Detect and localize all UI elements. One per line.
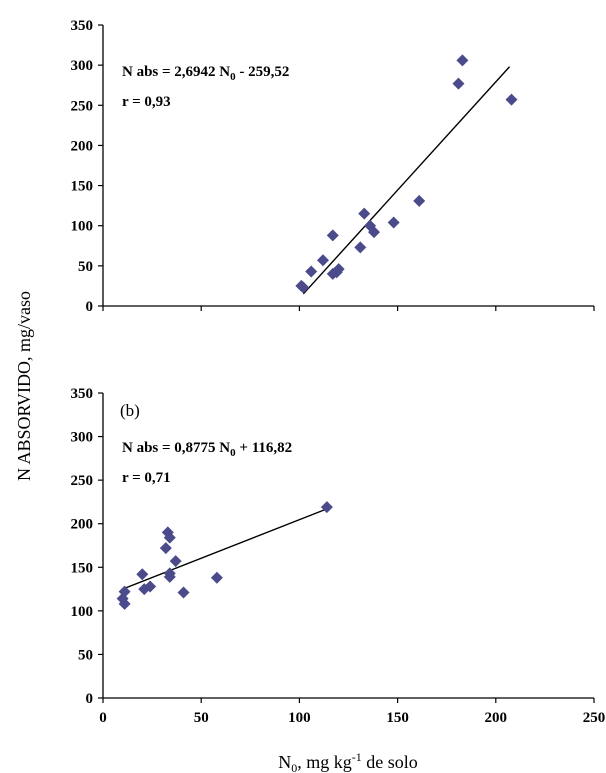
panel-a-y-tick-label: 250 (71, 98, 94, 114)
panel-b-y-tick-label: 200 (71, 517, 94, 533)
panel-a-y-tick-label: 300 (71, 58, 94, 74)
panel-b-y-tick-label: 350 (71, 386, 94, 402)
panel-b-y-tick-label: 250 (71, 473, 94, 489)
panel-a-data-point (358, 207, 371, 220)
panel-a-data-point (297, 281, 310, 294)
panel-b-data-point (210, 571, 223, 584)
panel-a-y-tick-label: 150 (71, 179, 94, 195)
panel-b-data-point (163, 531, 176, 544)
panel-b-x-tick-label: 200 (485, 710, 508, 726)
panel-b-data-point (136, 568, 149, 581)
panel-b-x-tick-label: 50 (194, 710, 209, 726)
panel-a-y-tick-label: 0 (86, 299, 94, 315)
panel-a-data-point (505, 93, 518, 106)
panel-a-y-tick-label: 50 (78, 259, 93, 275)
panel-b-x-tick-label: 0 (99, 710, 107, 726)
panel-a-data-point (316, 254, 329, 267)
panel-b-y-tick-label: 50 (78, 647, 93, 663)
panel-a-trendline (302, 66, 511, 295)
panel-a-y-tick-label: 200 (71, 138, 94, 154)
panel-b-data-point (177, 586, 190, 599)
panel-a-equation: N abs = 2,6942 N0 - 259,52 (122, 64, 289, 83)
panel-b-data-point (159, 542, 172, 555)
panel-a-data-point (368, 226, 381, 239)
panel-b-data-point (163, 567, 176, 580)
panel-a-y-tick-label: 100 (71, 219, 94, 235)
panel-a-data-point (354, 241, 367, 254)
panel-b-data-point (118, 585, 131, 598)
panel-a-data-point (305, 265, 318, 278)
panel-b-equation: N abs = 0,8775 N0 + 116,82 (122, 440, 292, 459)
y-axis-label: N ABSORVIDO, mg/vaso (14, 291, 34, 481)
panel-b-data-point (320, 501, 333, 514)
panel-b-label: (b) (120, 401, 140, 420)
panel-b-x-tick-label: 100 (288, 710, 311, 726)
panel-a-data-point (413, 194, 426, 207)
panel-a-data-point (332, 263, 345, 276)
x-axis-label: N0, mg kg-1 de solo (278, 750, 418, 773)
panel-b-y-tick-label: 100 (71, 604, 94, 620)
panel-b-y-tick-label: 0 (86, 691, 94, 707)
panel-b-data-point (144, 580, 157, 593)
panel-a-data-point (387, 216, 400, 229)
panel-b-x-tick-label: 150 (386, 710, 409, 726)
panel-b-trendline (122, 508, 328, 590)
panel-a-r-value: r = 0,93 (122, 94, 171, 110)
panel-b-data-point (118, 597, 131, 610)
panel-b-y-tick-label: 150 (71, 560, 94, 576)
panel-a-data-point (456, 54, 469, 67)
panel-b-x-tick-label: 250 (583, 710, 606, 726)
panel-a-y-tick-label: 350 (71, 18, 94, 34)
panel-b-r-value: r = 0,71 (122, 470, 171, 486)
panel-a-data-point (326, 229, 339, 242)
panel-a-data-point (452, 77, 465, 90)
panel-b-data-point (169, 555, 182, 568)
panel-b-y-tick-label: 300 (71, 430, 94, 446)
